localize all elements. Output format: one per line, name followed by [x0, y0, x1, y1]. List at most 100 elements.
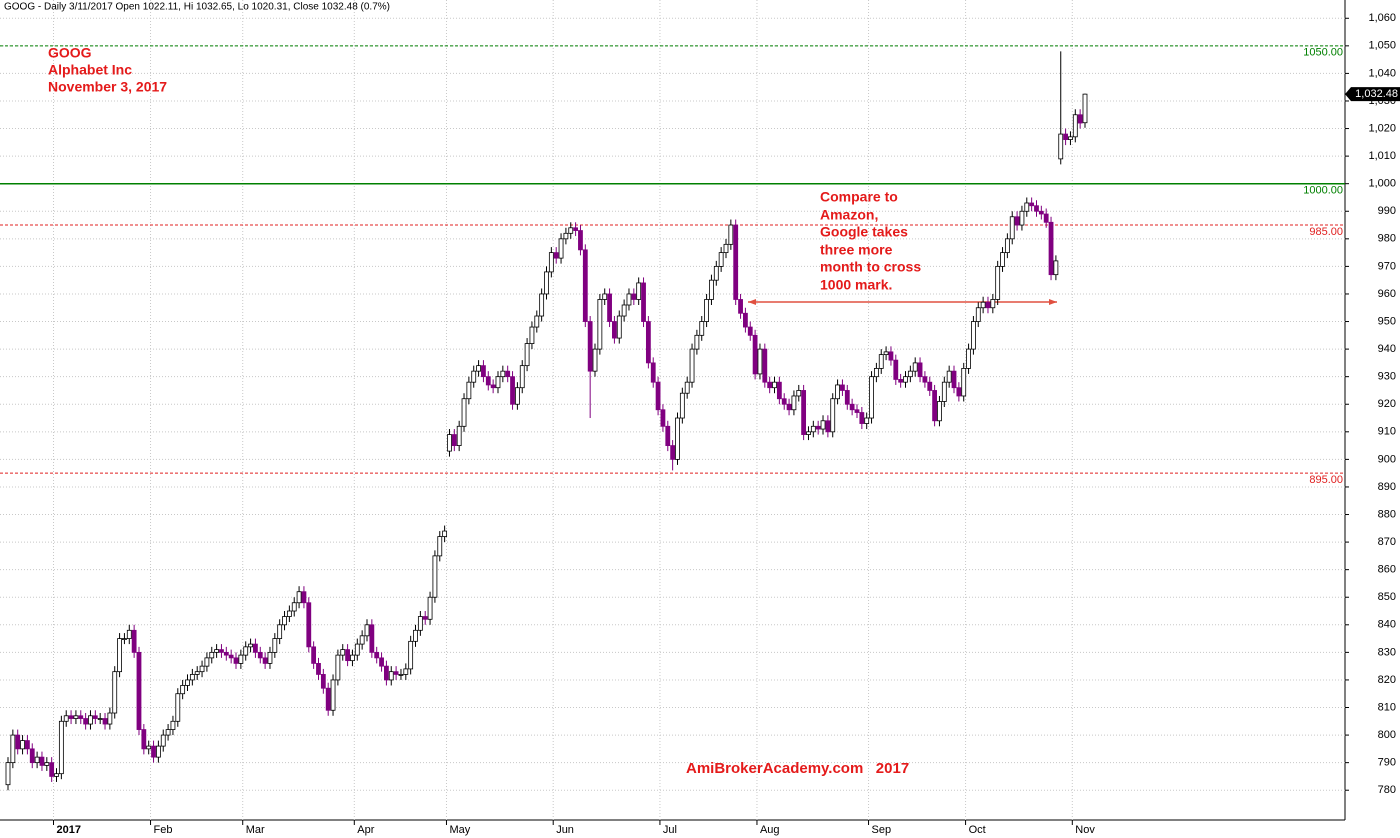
candle-body	[1082, 93, 1088, 124]
candle-body	[403, 668, 409, 675]
candle-body	[257, 651, 263, 659]
candle-body	[776, 381, 782, 400]
candle-body	[476, 365, 481, 372]
candle-body	[801, 390, 807, 435]
candle-body	[718, 252, 724, 267]
candle-body	[49, 762, 55, 777]
candle-body	[568, 227, 574, 234]
candle-body	[175, 693, 181, 722]
candle-body	[311, 646, 317, 664]
candle-body	[840, 384, 845, 391]
y-tick-label: 850	[1378, 591, 1396, 603]
candle-body	[592, 348, 598, 372]
candle-body	[772, 381, 777, 389]
candle-body	[723, 243, 729, 254]
x-tick-label: Feb	[154, 824, 173, 836]
y-tick-label: 900	[1378, 453, 1396, 465]
candle-body	[54, 773, 59, 777]
candle-body	[907, 370, 913, 378]
candle-body	[253, 643, 258, 653]
candle-body	[413, 629, 418, 642]
candle-body	[704, 299, 709, 322]
y-tick-label: 1,050	[1368, 40, 1396, 52]
candle-body	[1014, 216, 1020, 226]
candle-body	[514, 387, 520, 405]
candle-body	[733, 224, 739, 300]
candle-body	[713, 265, 719, 281]
y-tick-label: 810	[1378, 701, 1396, 713]
candle-body	[209, 651, 215, 659]
candle-body	[456, 425, 462, 446]
candle-body	[97, 718, 103, 720]
candle-body	[490, 384, 496, 389]
candle-body	[510, 376, 515, 405]
candle-body	[544, 271, 549, 295]
candle-body	[781, 398, 787, 405]
y-tick-label: 940	[1378, 343, 1396, 355]
candle-body	[126, 629, 132, 639]
candle-body	[442, 530, 448, 537]
candle-body	[141, 729, 147, 750]
candle-body	[990, 299, 996, 309]
candle-body	[447, 434, 452, 452]
x-tick-label: Nov	[1075, 824, 1095, 836]
candle-body	[73, 715, 79, 719]
y-tick-label: 870	[1378, 536, 1396, 548]
candle-body	[170, 720, 176, 730]
candle-body	[597, 299, 603, 350]
candle-body	[1048, 221, 1054, 276]
y-tick-label: 820	[1378, 674, 1396, 686]
candle-body	[830, 398, 836, 433]
candle-body	[68, 715, 74, 719]
level-label: 895.00	[1309, 474, 1343, 486]
candle-body	[471, 370, 477, 383]
candle-body	[88, 715, 93, 725]
candle-body	[631, 293, 637, 300]
x-tick-label: May	[449, 824, 470, 836]
candle-body	[767, 381, 773, 389]
candle-body	[752, 334, 758, 375]
candle-body	[573, 227, 579, 231]
candle-body	[985, 301, 991, 309]
candle-body	[398, 674, 404, 676]
candle-body	[873, 368, 879, 378]
candle-body	[354, 643, 360, 656]
candle-body	[461, 398, 467, 427]
candle-body	[335, 654, 341, 681]
note-line: Compare to	[820, 189, 898, 205]
candle-body	[849, 403, 855, 411]
candle-body	[1077, 114, 1083, 124]
candle-body	[553, 252, 559, 259]
candle-body	[10, 734, 16, 764]
candle-body	[238, 654, 244, 664]
candle-body	[180, 685, 186, 695]
y-tick-label: 990	[1378, 205, 1396, 217]
y-tick-label: 800	[1378, 729, 1396, 741]
candle-body	[665, 425, 671, 446]
candle-body	[612, 321, 617, 339]
candle-body	[854, 409, 860, 413]
candle-body	[29, 748, 35, 764]
candle-body	[393, 671, 399, 675]
candle-body	[898, 379, 904, 383]
candle-body	[136, 651, 142, 730]
candle-body	[883, 351, 889, 356]
candle-body	[44, 762, 50, 766]
candle-body	[427, 596, 433, 620]
candle-body	[112, 671, 118, 714]
note-line: month to cross	[820, 259, 921, 275]
x-tick-label: Apr	[357, 824, 374, 836]
y-tick-label: 910	[1378, 426, 1396, 438]
candle-body	[995, 265, 1001, 300]
candle-body	[296, 591, 302, 604]
candle-body	[1058, 133, 1064, 160]
candle-body	[451, 434, 457, 446]
candle-body	[155, 745, 161, 758]
y-tick-label: 960	[1378, 288, 1396, 300]
header-line: GOOG	[48, 45, 92, 61]
candle-body	[621, 304, 627, 317]
candle-body	[971, 321, 976, 350]
candle-body	[650, 362, 656, 383]
